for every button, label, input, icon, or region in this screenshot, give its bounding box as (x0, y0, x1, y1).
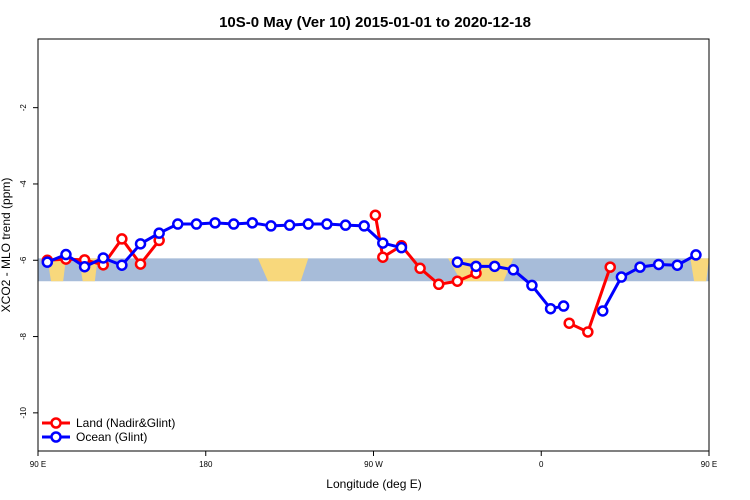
data-point (597, 305, 609, 317)
series-group (41, 209, 702, 338)
data-point (153, 227, 165, 239)
band (38, 258, 709, 282)
legend-item-land: Land (Nadir&Glint) (42, 416, 175, 430)
y-tick-label: -4 (19, 180, 28, 188)
data-point (339, 219, 352, 231)
data-point (265, 220, 277, 232)
y-axis-label: XCO2 - MLO trend (ppm) (0, 178, 13, 313)
legend-label-land: Land (Nadir&Glint) (76, 416, 175, 430)
x-tick-label: 180 (199, 460, 213, 469)
data-point (451, 275, 464, 287)
data-point (604, 261, 616, 273)
data-point (432, 278, 445, 291)
data-point (671, 259, 684, 271)
x-tick-label: 0 (539, 460, 544, 469)
data-point (615, 271, 628, 283)
data-point (526, 279, 538, 292)
data-point (395, 241, 408, 254)
data-point (358, 220, 370, 232)
data-point (172, 218, 184, 230)
data-point (321, 218, 333, 230)
data-point (652, 258, 665, 271)
data-point (544, 302, 557, 315)
legend-marker-ocean (50, 431, 62, 443)
data-point (60, 248, 72, 261)
data-point (134, 258, 147, 270)
data-point (690, 249, 702, 261)
data-point (634, 261, 646, 273)
y-tick-label: -8 (19, 332, 28, 340)
legend: Land (Nadir&Glint) Ocean (Glint) (42, 416, 175, 444)
data-point (377, 237, 389, 249)
legend-marker-land (50, 417, 62, 429)
x-tick-label: 90 W (364, 460, 383, 469)
data-point (116, 259, 128, 271)
data-point (507, 264, 520, 276)
data-point (246, 217, 259, 229)
data-point (582, 326, 594, 338)
data-point (209, 217, 221, 229)
x-tick-label: 90 E (30, 460, 46, 469)
data-point (488, 260, 501, 273)
data-point (134, 238, 147, 250)
data-point (97, 252, 109, 264)
data-point (470, 260, 482, 273)
y-tick-label: -2 (19, 104, 28, 112)
legend-label-ocean: Ocean (Glint) (76, 430, 147, 444)
data-point (302, 218, 315, 230)
x-axis-label: Longitude (deg E) (326, 477, 421, 491)
data-point (227, 218, 240, 230)
series-ocean (41, 217, 702, 317)
chart-title: 10S-0 May (Ver 10) 2015-01-01 to 2020-12… (219, 14, 531, 31)
data-point (116, 233, 128, 245)
data-point (377, 251, 389, 263)
y-tick-label: -6 (19, 256, 28, 264)
data-point (563, 317, 575, 329)
y-axis: -2 -4 -6 -8 -10 (19, 104, 38, 419)
data-point (414, 262, 426, 275)
data-point (190, 218, 203, 230)
x-axis: 90 E 180 90 W 0 90 E (30, 451, 717, 469)
legend-item-ocean: Ocean (Glint) (42, 430, 147, 444)
data-point (451, 256, 464, 268)
plot-area (37, 38, 710, 452)
data-point (557, 300, 570, 312)
land-mass (257, 258, 309, 282)
x-tick-label: 90 E (701, 460, 717, 469)
data-point (283, 219, 296, 231)
data-point (78, 260, 91, 273)
data-point (369, 209, 382, 221)
data-point (41, 256, 54, 268)
land-mass (690, 258, 709, 282)
y-tick-label: -10 (19, 407, 28, 419)
